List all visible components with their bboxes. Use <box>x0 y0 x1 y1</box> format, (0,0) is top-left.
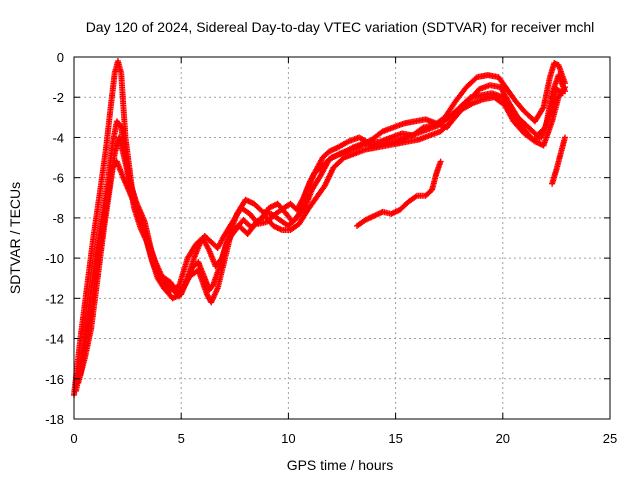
y-tick-labels: 0 -2 -4 -6 -8 -10 -12 -14 -16 -18 <box>45 50 64 427</box>
x-axis-label: GPS time / hours <box>287 457 394 473</box>
y-tick-label: -14 <box>45 332 64 347</box>
x-tick-label: 20 <box>496 431 510 446</box>
y-tick-label: -2 <box>52 90 64 105</box>
y-tick-label: -12 <box>45 291 64 306</box>
data-point-marker <box>561 134 568 141</box>
data-point-marker <box>561 84 568 91</box>
series-track-5 <box>354 158 444 229</box>
plot-frame <box>73 56 611 420</box>
y-tick-label: -6 <box>52 171 64 186</box>
x-tick-label: 10 <box>281 431 295 446</box>
series-track-1 <box>71 58 568 398</box>
x-tick-label: 0 <box>70 431 77 446</box>
x-tick-labels: 0 5 10 15 20 25 <box>70 431 617 446</box>
chart-title: Day 120 of 2024, Sidereal Day-to-day VTE… <box>86 19 595 35</box>
x-tick-label: 25 <box>603 431 617 446</box>
series-track-4 <box>77 84 568 378</box>
data-series <box>71 58 568 398</box>
y-tick-label: -4 <box>52 130 64 145</box>
axis-ticks <box>73 56 611 420</box>
y-tick-label: 0 <box>57 50 64 65</box>
data-point-marker <box>117 123 124 130</box>
grid-lines <box>74 57 610 419</box>
y-tick-label: -10 <box>45 251 64 266</box>
data-point-marker <box>437 158 444 165</box>
x-tick-label: 15 <box>388 431 402 446</box>
y-tick-label: -18 <box>45 412 64 427</box>
y-tick-label: -16 <box>45 372 64 387</box>
y-axis-label: SDTVAR / TECUs <box>7 182 23 294</box>
series-track-6 <box>549 134 568 187</box>
y-tick-label: -8 <box>52 211 64 226</box>
x-tick-label: 5 <box>178 431 185 446</box>
